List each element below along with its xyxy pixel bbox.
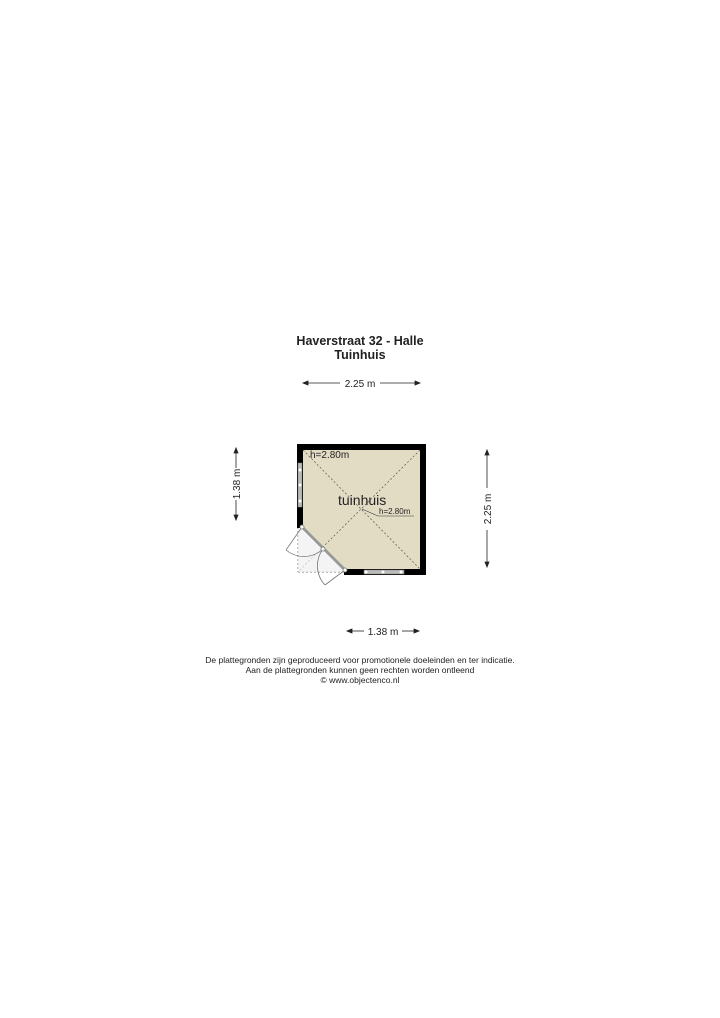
plan-address: Haverstraat 32 - Halle [296,334,424,348]
dimension-right: 2.25 m [483,494,494,525]
window-bottom [363,569,405,575]
ceiling-height-corner: h=2.80m [310,450,349,461]
plan-floor-title: Tuinhuis [334,348,386,362]
dimension-left: 1.38 m [232,469,243,500]
disclaimer-line-2: Aan de plattegronden kunnen geen rechten… [245,665,475,675]
copyright: © www.objectenco.nl [320,675,400,685]
double-door [285,524,348,586]
dimension-bottom: 1.38 m [368,627,399,638]
room-label: tuinhuis [338,492,386,508]
ceiling-height-center: h=2.80m [379,507,411,516]
window-left [297,462,303,508]
dimension-top: 2.25 m [345,379,376,390]
disclaimer-line-1: De plattegronden zijn geproduceerd voor … [205,655,515,665]
